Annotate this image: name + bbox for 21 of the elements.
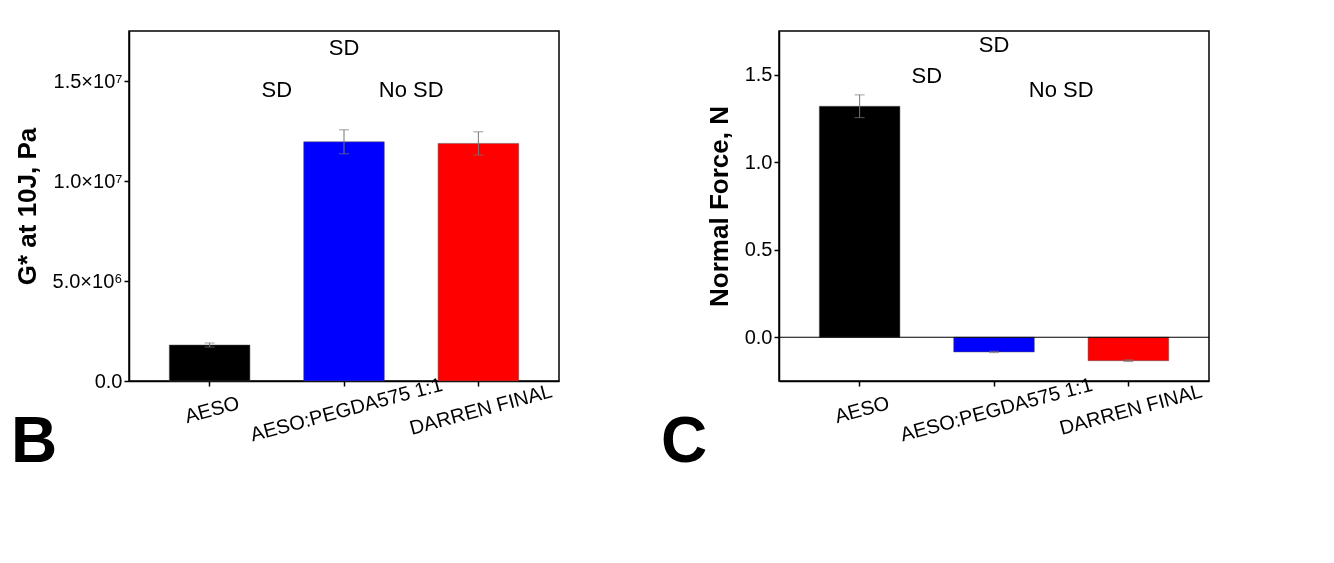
y-tick-label: 0.0: [94, 369, 123, 392]
y-tick-label: 5.0×10⁶: [52, 269, 123, 292]
text: B: [10, 404, 58, 476]
annotation: SD: [261, 77, 293, 102]
annotation: No SD: [1028, 77, 1094, 102]
y-tick-label: 0.0: [744, 325, 773, 348]
annotation: SD: [911, 63, 943, 88]
y-tick-label: 1.5: [744, 63, 773, 86]
bar: [303, 141, 385, 382]
y-tick-label: 1.5×10⁷: [53, 69, 123, 92]
x-tick-label: AESO: [182, 391, 242, 428]
y-tick-label: 0.5: [744, 238, 773, 261]
annotation: SD: [978, 31, 1010, 57]
y-axis-title: G* at 10J, Pa: [11, 127, 42, 286]
y-axis-title: Normal Force, N: [703, 106, 734, 307]
annotation: SD: [328, 35, 360, 60]
annotation: No SD: [378, 77, 444, 102]
x-tick-label: AESO: [832, 391, 892, 428]
y-tick-label: 1.0: [744, 150, 773, 173]
y-tick-label: 1.0×10⁷: [53, 169, 123, 192]
text: C: [660, 404, 708, 476]
